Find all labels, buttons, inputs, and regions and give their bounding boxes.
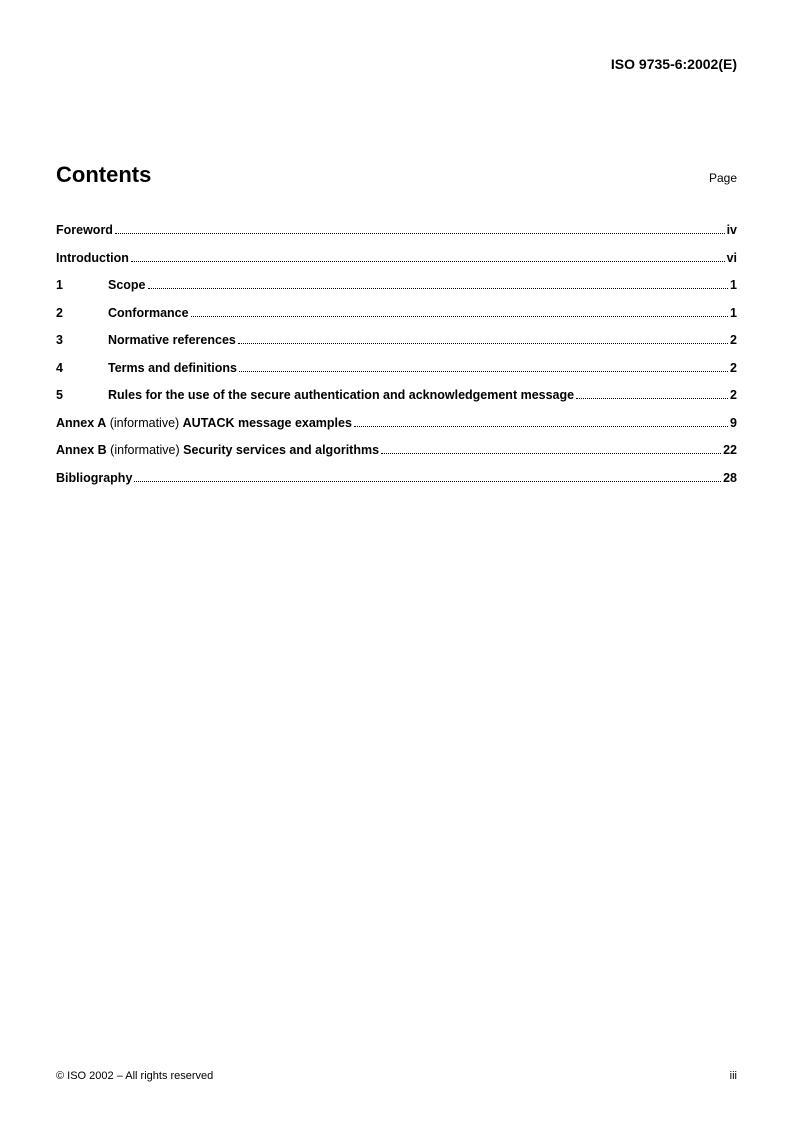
annex-info: (informative)	[106, 416, 182, 430]
toc-page: 22	[723, 442, 737, 460]
toc-label: Bibliography	[56, 470, 132, 488]
toc-item: 1 Scope 1	[56, 277, 737, 295]
toc-leader	[148, 288, 729, 289]
toc-label: Rules for the use of the secure authenti…	[108, 387, 574, 405]
toc-label: Conformance	[108, 305, 189, 323]
toc-leader	[115, 233, 725, 234]
annex-title: AUTACK message examples	[183, 416, 352, 430]
toc-number: 1	[56, 277, 108, 295]
document-id: ISO 9735-6:2002(E)	[611, 56, 737, 72]
toc-item: 2 Conformance 1	[56, 305, 737, 323]
toc-page: 2	[730, 387, 737, 405]
toc-item: 5 Rules for the use of the secure authen…	[56, 387, 737, 405]
contents-header: Contents Page	[56, 162, 737, 188]
toc-item: 4 Terms and definitions 2	[56, 360, 737, 378]
toc-page: 2	[730, 360, 737, 378]
toc-annex-text: Annex A (informative) AUTACK message exa…	[56, 415, 352, 433]
toc-number: 3	[56, 332, 108, 350]
toc-label: Scope	[108, 277, 146, 295]
page-column-label: Page	[709, 171, 737, 185]
toc-number: 4	[56, 360, 108, 378]
toc-label: Normative references	[108, 332, 236, 350]
toc-page: 9	[730, 415, 737, 433]
page-number: iii	[730, 1070, 737, 1082]
toc-leader	[381, 453, 721, 454]
toc-bibliography: Bibliography 28	[56, 470, 737, 488]
toc-label: Introduction	[56, 250, 129, 268]
toc-label: Terms and definitions	[108, 360, 237, 378]
toc-annex-text: Annex B (informative) Security services …	[56, 442, 379, 460]
toc-annex: Annex B (informative) Security services …	[56, 442, 737, 460]
table-of-contents: Foreword iv Introduction vi 1 Scope 1 2 …	[56, 222, 737, 487]
document-header: ISO 9735-6:2002(E)	[56, 56, 737, 72]
toc-page: iv	[727, 222, 737, 240]
toc-leader	[354, 426, 728, 427]
toc-foreword: Foreword iv	[56, 222, 737, 240]
toc-leader	[239, 371, 728, 372]
toc-item: 3 Normative references 2	[56, 332, 737, 350]
toc-page: vi	[727, 250, 737, 268]
contents-title: Contents	[56, 162, 151, 188]
toc-leader	[134, 481, 721, 482]
annex-title: Security services and algorithms	[183, 443, 379, 457]
toc-label: Foreword	[56, 222, 113, 240]
toc-page: 1	[730, 305, 737, 323]
toc-page: 1	[730, 277, 737, 295]
toc-number: 5	[56, 387, 108, 405]
annex-info: (informative)	[107, 443, 183, 457]
toc-page: 28	[723, 470, 737, 488]
toc-leader	[131, 261, 725, 262]
toc-leader	[238, 343, 728, 344]
annex-prefix: Annex A	[56, 416, 106, 430]
toc-annex: Annex A (informative) AUTACK message exa…	[56, 415, 737, 433]
page-footer: © ISO 2002 – All rights reserved iii	[56, 1070, 737, 1082]
annex-prefix: Annex B	[56, 443, 107, 457]
toc-introduction: Introduction vi	[56, 250, 737, 268]
toc-leader	[191, 316, 728, 317]
toc-leader	[576, 398, 728, 399]
toc-page: 2	[730, 332, 737, 350]
toc-number: 2	[56, 305, 108, 323]
copyright-text: © ISO 2002 – All rights reserved	[56, 1070, 213, 1082]
